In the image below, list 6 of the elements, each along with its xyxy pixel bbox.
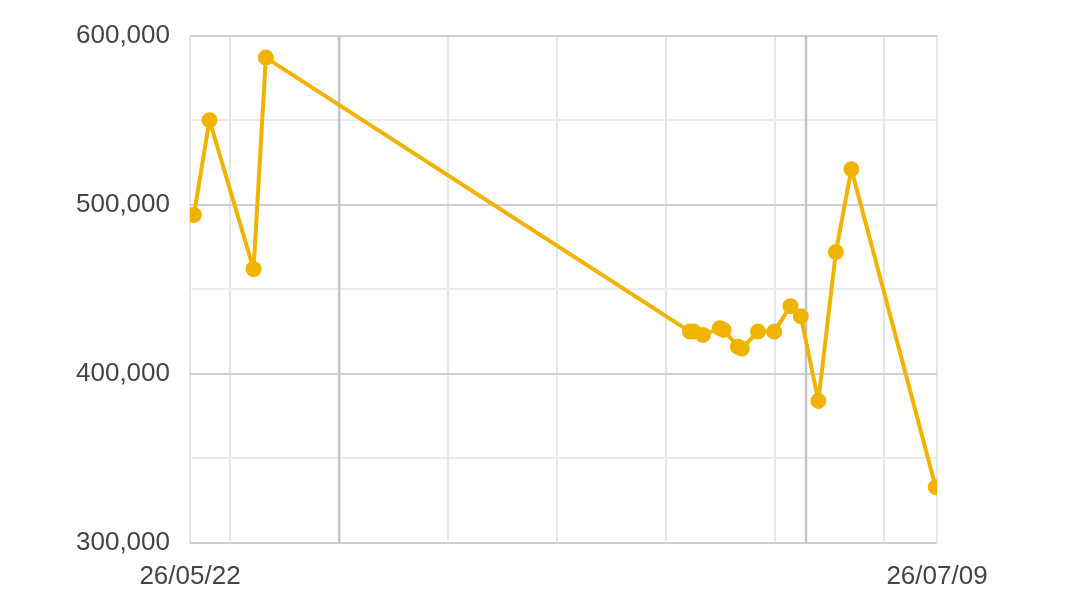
y-tick-label: 500,000 [76, 187, 170, 218]
y-tick-label: 300,000 [76, 526, 170, 557]
y-tick-label: 600,000 [76, 18, 170, 49]
x-tick-label: 26/05/22 [139, 559, 241, 590]
y-tick-label: 400,000 [76, 357, 170, 388]
x-tick-label: 26/07/09 [886, 559, 988, 590]
